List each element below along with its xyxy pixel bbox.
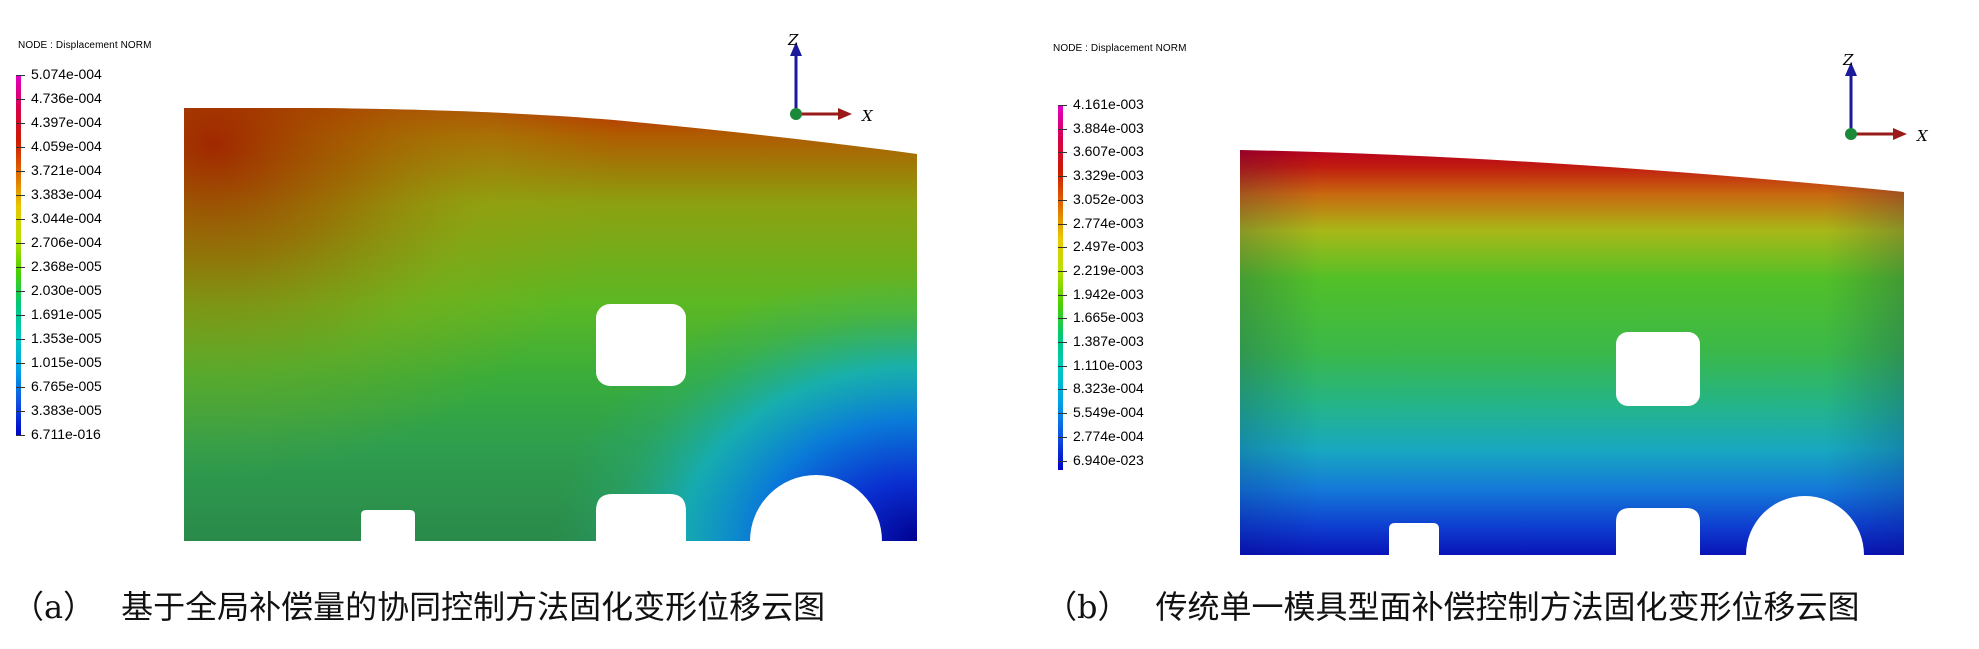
legend-value-label: 6.765e-005: [31, 378, 102, 394]
legend-value-label: 1.387e-003: [1073, 333, 1144, 349]
legend-value-label: 1.015e-005: [31, 354, 102, 370]
legend-value-label: 3.383e-004: [31, 186, 102, 202]
legend-value-label: 3.721e-004: [31, 162, 102, 178]
axis-x-label: X: [1916, 127, 1929, 145]
legend-value-label: 3.052e-003: [1073, 190, 1144, 207]
legend-tick: [16, 99, 25, 100]
legend-tick: [16, 387, 25, 388]
caption-text: 传统单一模具型面补偿控制方法固化变形位移云图: [1155, 588, 1860, 626]
displacement-contour-plot: [184, 108, 917, 541]
legend-value-label: 2.030e-005: [31, 282, 102, 298]
legend-tick: [16, 147, 25, 148]
legend-tick: [1058, 199, 1067, 201]
legend-value-label: 1.942e-003: [1073, 285, 1144, 302]
legend-value-label: 2.706e-004: [31, 234, 102, 250]
legend-tick: [16, 75, 25, 76]
caption-tag: （a）: [12, 588, 96, 626]
legend-value-label: 3.044e-004: [31, 210, 102, 226]
legend-tick: [1058, 436, 1067, 438]
legend-value-label: 2.774e-004: [1073, 427, 1144, 444]
cutout-square: [1616, 332, 1700, 406]
axis-x-label: X: [861, 107, 874, 125]
legend-value-label: 1.691e-005: [31, 306, 102, 322]
panel-b: NODE : Displacement NORM 4.161e-003 3.884…: [1035, 0, 1979, 649]
legend-value-label: 2.497e-003: [1073, 238, 1144, 255]
legend-tick: [16, 435, 25, 436]
legend-tick: [1058, 152, 1067, 154]
legend-tick: [1058, 342, 1067, 343]
axis-triad: Z X: [1825, 50, 1929, 150]
legend-value-label: 4.397e-004: [31, 114, 102, 130]
panel-a: NODE : Displacement NORM 5.074e-004 4.736…: [12, 30, 917, 628]
legend-value-label: 1.665e-003: [1073, 309, 1144, 326]
legend-tick: [16, 363, 25, 364]
legend-tick: [16, 339, 25, 340]
legend-color-bar: [16, 75, 21, 436]
axis-triad: Z X: [770, 30, 874, 130]
legend-tick: [16, 315, 25, 316]
legend-value-label: 4.059e-004: [31, 138, 102, 154]
legend-value-label: 3.329e-003: [1073, 167, 1144, 184]
cutout-small-notch: [1389, 523, 1439, 555]
cutout-notch: [1616, 508, 1700, 555]
legend-color-bar: [1058, 105, 1063, 470]
caption-tag: （b）: [1045, 588, 1130, 626]
caption-a: （a） 基于全局补偿量的协同控制方法固化变形位移云图: [12, 582, 825, 628]
legend-tick: [1058, 294, 1067, 296]
legend-value-label: 1.110e-003: [1073, 356, 1143, 373]
legend-title: NODE : Displacement NORM: [18, 40, 152, 51]
legend-value-label: 3.884e-003: [1073, 119, 1144, 136]
legend-tick: [16, 195, 25, 196]
legend-tick: [1058, 318, 1067, 320]
legend-tick: [16, 171, 25, 172]
legend-tick: [1058, 176, 1067, 178]
legend-value-label: 6.940e-023: [1073, 451, 1144, 468]
legend-value-label: 3.383e-005: [31, 402, 102, 418]
legend-title: NODE : Displacement NORM: [1053, 43, 1187, 54]
legend-tick: [1058, 247, 1067, 249]
legend-value-label: 4.736e-004: [31, 90, 102, 106]
legend-value-label: 2.219e-003: [1073, 261, 1144, 278]
legend-value-label: 5.074e-004: [31, 66, 102, 82]
cutout-semicircle: [750, 475, 882, 541]
legend-tick: [1058, 105, 1067, 106]
caption-text: 基于全局补偿量的协同控制方法固化变形位移云图: [121, 588, 826, 626]
legend-tick: [16, 267, 25, 268]
caption-b: （b） 传统单一模具型面补偿控制方法固化变形位移云图: [1045, 582, 1860, 628]
axis-z-label: Z: [1842, 51, 1854, 69]
cutout-semicircle: [1746, 496, 1864, 555]
legend-tick: [16, 411, 25, 412]
legend-value-label: 8.323e-004: [1073, 380, 1144, 397]
displacement-contour-plot: [1240, 150, 1904, 555]
legend-value-label: 3.607e-003: [1073, 143, 1144, 160]
legend-tick: [16, 219, 25, 220]
legend-value-label: 5.549e-004: [1073, 404, 1144, 421]
legend-value-label: 2.774e-003: [1073, 214, 1144, 231]
legend-tick: [1058, 128, 1067, 130]
legend-tick: [1058, 413, 1067, 415]
legend-tick: [1058, 270, 1067, 272]
legend-tick: [16, 243, 25, 244]
legend-tick: [16, 123, 25, 124]
axis-z-label: Z: [787, 31, 799, 49]
legend-value-label: 1.353e-005: [31, 330, 102, 346]
legend-value-label: 2.368e-005: [31, 258, 102, 274]
cutout-small-notch: [361, 510, 415, 541]
legend-tick: [16, 291, 25, 292]
legend-value-label: 4.161e-003: [1073, 96, 1144, 112]
legend-tick: [1058, 223, 1067, 225]
legend-tick: [1058, 460, 1067, 462]
legend-tick: [1058, 389, 1067, 391]
cutout-notch: [596, 494, 686, 541]
legend-tick: [1058, 365, 1067, 367]
legend-value-label: 6.711e-016: [31, 426, 101, 442]
cutout-square: [596, 304, 686, 386]
